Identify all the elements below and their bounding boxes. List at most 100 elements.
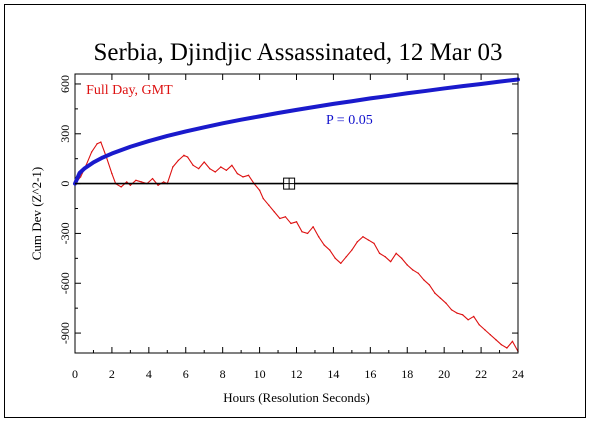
cumdev-point-4	[96, 143, 98, 145]
p05-point-5	[110, 151, 114, 156]
cumdev-point-21	[183, 154, 185, 157]
cumdev-point-58	[384, 255, 386, 258]
p05-point-4	[101, 155, 105, 160]
cumdev-point-68	[439, 297, 442, 299]
cumdev-point-69	[445, 302, 447, 304]
p05-point-2	[82, 167, 86, 171]
cumdev-point-41	[290, 222, 292, 225]
cumdev-point-27	[214, 171, 216, 173]
cumdev-point-49	[334, 257, 336, 260]
p05-point-16	[313, 105, 317, 109]
series-line-cumdev	[74, 141, 519, 352]
cumdev-point-10	[125, 181, 128, 183]
p05-point-11	[221, 121, 225, 125]
x-axis-label: Hours (Resolution Seconds)	[223, 390, 370, 405]
cumdev-point-63	[412, 269, 414, 271]
p05-point-13	[257, 114, 262, 118]
cumdev-point-62	[406, 264, 408, 266]
p05-point-3	[91, 160, 96, 164]
cumdev-point-72	[461, 314, 464, 316]
x-tick-label: 6	[183, 367, 189, 381]
x-tick-label: 12	[291, 367, 303, 381]
p05-point-14	[276, 111, 280, 115]
cumdev-point-44	[306, 232, 309, 235]
cumdev-point-50	[340, 262, 342, 265]
cumdev-point-25	[203, 161, 205, 163]
cumdev-point-37	[268, 204, 270, 206]
p05-point-20	[387, 94, 391, 98]
cumdev-point-42	[295, 221, 298, 223]
marker-layer	[283, 177, 296, 190]
x-tick-label: 10	[254, 367, 266, 381]
cumdev-point-74	[473, 315, 475, 318]
cumdev-point-61	[401, 257, 403, 260]
cumdev-point-81	[511, 340, 514, 343]
plot-area	[74, 73, 519, 354]
p05-point-7	[147, 139, 151, 143]
cumdev-point-65	[423, 279, 425, 281]
x-tick-label: 8	[220, 367, 226, 381]
series-line-p05	[73, 77, 520, 186]
annotation-full-day: Full Day, GMT	[86, 83, 173, 98]
cumdev-point-52	[351, 249, 353, 251]
cumdev-point-77	[489, 334, 492, 336]
x-tick-label: 24	[512, 367, 524, 381]
y-tick-label: 0	[58, 181, 72, 187]
y-tick-label: -900	[58, 322, 72, 344]
p05-point-12	[239, 118, 243, 122]
cumdev-point-29	[225, 169, 228, 172]
cumdev-point-73	[467, 319, 469, 321]
cumdev-point-67	[434, 292, 436, 294]
cumdev-point-76	[484, 329, 486, 331]
cumdev-point-79	[500, 343, 503, 346]
x-tick-label: 4	[146, 367, 152, 381]
chart-frame	[4, 4, 586, 418]
cumdev-point-30	[231, 164, 233, 167]
cumdev-point-15	[151, 177, 154, 180]
p05-point-24	[461, 84, 465, 88]
x-tick-label: 0	[72, 367, 78, 381]
p05-point-9	[184, 129, 188, 134]
cumdev-point-43	[301, 231, 303, 233]
cumdev-point-71	[456, 312, 458, 314]
x-tick-label: 20	[438, 367, 450, 381]
x-tick-label: 16	[364, 367, 376, 381]
p05-point-22	[424, 89, 428, 93]
cumdev-point-13	[140, 181, 143, 183]
cumdev-point-48	[329, 249, 331, 251]
x-tick-label: 18	[401, 367, 413, 381]
cumdev-point-64	[417, 272, 420, 274]
p05-point-6	[128, 145, 132, 149]
cumdev-point-23	[192, 164, 194, 167]
cumdev-point-3	[90, 151, 93, 153]
p05-point-18	[350, 99, 354, 103]
cumdev-point-51	[345, 255, 348, 258]
cumdev-point-80	[506, 347, 508, 349]
cumdev-point-17	[162, 181, 165, 183]
cumdev-point-40	[284, 216, 287, 218]
x-tick-label: 2	[109, 367, 115, 381]
cumdev-point-38	[273, 211, 276, 213]
cumdev-point-53	[356, 241, 359, 243]
cumdev-point-20	[177, 159, 180, 162]
y-axis-label: Cum Dev (Z^2-1)	[29, 167, 44, 260]
y-tick-label: -300	[58, 222, 72, 244]
cumdev-point-5	[100, 141, 102, 143]
cumdev-point-75	[478, 324, 480, 326]
cumdev-point-12	[135, 179, 137, 181]
annotation-p-value: P = 0.05	[326, 113, 373, 128]
p05-point-21	[405, 91, 409, 95]
y-tick-label: -600	[58, 272, 72, 294]
cumdev-point-35	[258, 189, 261, 191]
cumdev-point-57	[378, 252, 381, 255]
p05-point-8	[165, 134, 169, 138]
cumdev-point-45	[312, 226, 314, 228]
ticks-layer	[74, 74, 519, 353]
p05-point-1	[78, 171, 82, 175]
p05-point-26	[497, 80, 502, 84]
cumdev-point-47	[323, 244, 325, 246]
cumdev-point-31	[236, 172, 239, 175]
p05-point-23	[442, 86, 446, 91]
x-tick-label: 14	[327, 367, 339, 381]
